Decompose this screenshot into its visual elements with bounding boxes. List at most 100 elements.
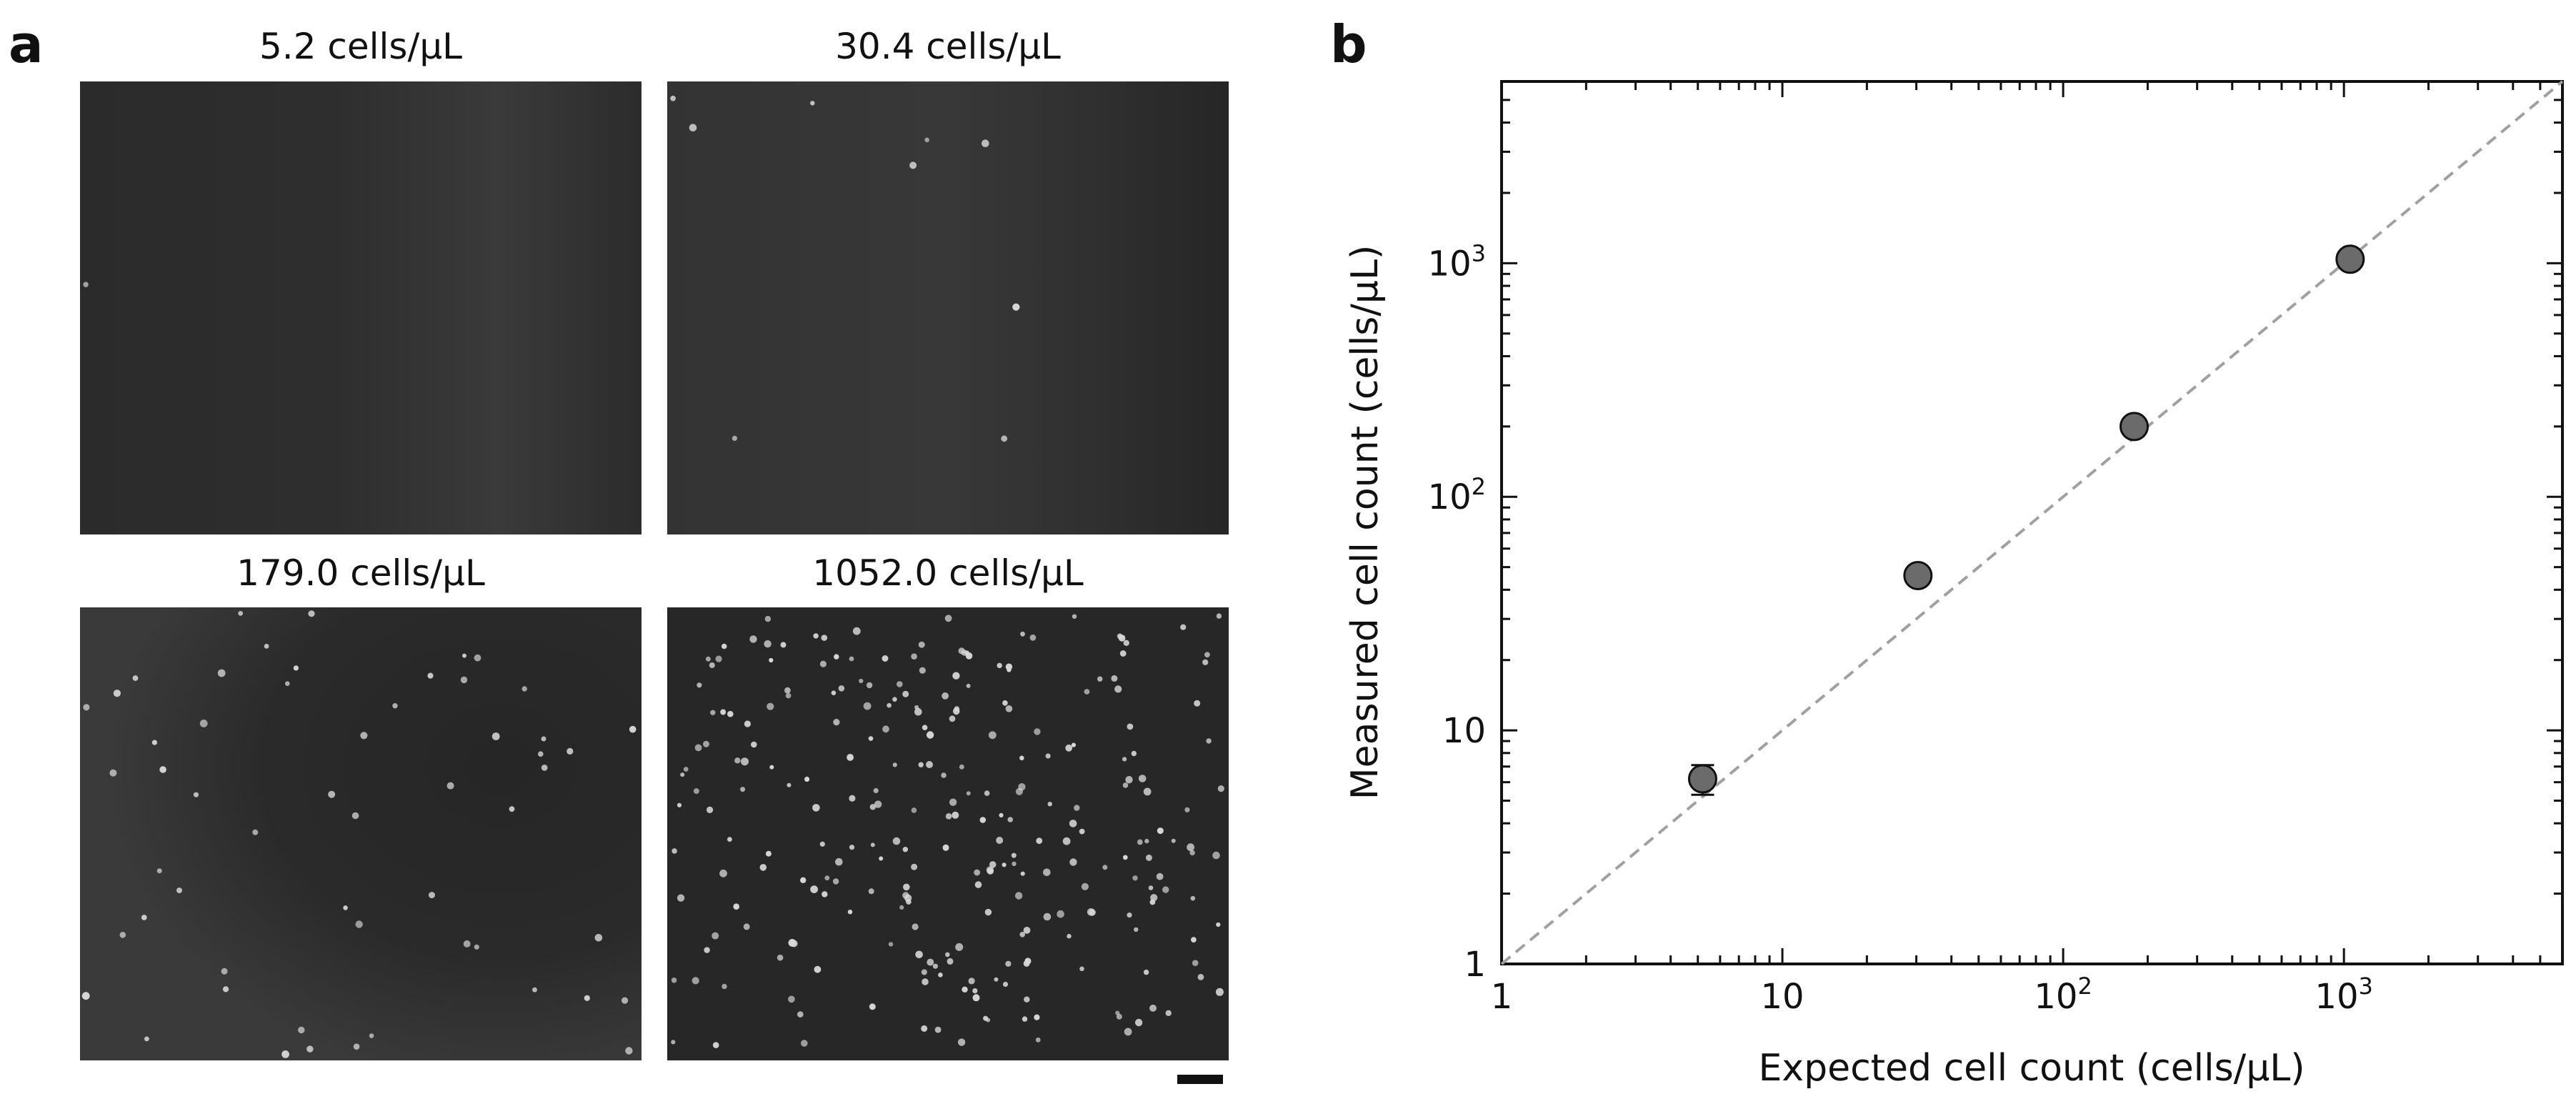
cell-spot <box>721 643 727 650</box>
cell-spot <box>1015 787 1023 795</box>
cell-spot <box>353 1043 360 1050</box>
cell-spot <box>308 610 315 617</box>
cell-spot <box>1157 827 1164 835</box>
cell-spot <box>914 707 922 716</box>
cell-spot <box>759 864 767 871</box>
cell-spot <box>979 817 987 823</box>
cell-spot <box>462 653 466 658</box>
cell-spot <box>965 652 973 660</box>
cell-spot <box>777 954 784 961</box>
cell-spot <box>199 720 208 727</box>
image-title-1: 5.2 cells/μL <box>259 26 462 67</box>
cell-spot <box>892 837 901 845</box>
cell-spot <box>790 940 798 948</box>
cell-spot <box>671 1040 676 1045</box>
cell-spot <box>1012 303 1020 311</box>
cell-spot <box>915 950 923 959</box>
cell-spot <box>683 767 689 772</box>
cell-spot <box>924 137 929 143</box>
cell-spot <box>942 692 949 700</box>
cell-spot <box>911 807 917 813</box>
cell-spot <box>1217 785 1224 792</box>
cell-spot <box>849 845 855 850</box>
cell-spot <box>710 710 716 715</box>
cell-spot <box>740 787 746 792</box>
cell-spot <box>1190 895 1196 901</box>
cell-spot <box>863 702 872 710</box>
cell-spot <box>784 687 791 694</box>
cell-spot <box>987 867 994 875</box>
cell-spot <box>1148 885 1154 890</box>
cell-spot <box>1001 435 1008 442</box>
cell-spot <box>952 707 960 715</box>
cell-spot <box>962 986 968 993</box>
cell-spot <box>911 863 918 870</box>
cell-spot <box>132 675 139 681</box>
cell-spot <box>959 764 964 770</box>
x-tick-labels: 1 10 102 103 <box>1491 973 2373 1017</box>
cell-spot <box>704 947 710 953</box>
cell-spot <box>918 762 924 767</box>
cell-spot <box>831 690 837 695</box>
cell-spot <box>285 681 290 686</box>
cell-spot <box>897 681 903 687</box>
cell-spot <box>720 709 727 715</box>
cell-spot <box>947 958 954 965</box>
data-point-2 <box>2119 412 2149 442</box>
cell-spot <box>1069 820 1077 827</box>
cell-spot <box>955 943 964 951</box>
cell-spot <box>1019 932 1025 938</box>
cell-spot <box>909 161 917 169</box>
cell-spot <box>719 869 727 877</box>
cell-spot <box>918 641 925 648</box>
cell-spot <box>982 139 989 147</box>
panel-a-letter: a <box>9 14 44 74</box>
cell-spot <box>832 878 839 885</box>
cell-spot <box>847 910 853 915</box>
cell-spot <box>306 1045 314 1053</box>
cell-spot <box>767 702 774 710</box>
cell-spot <box>743 923 750 930</box>
y-tick-labels: 1 10 102 103 <box>1428 239 1486 985</box>
cell-spot <box>1191 937 1197 943</box>
micrograph-2 <box>667 81 1229 534</box>
cell-spot <box>926 731 934 739</box>
axis-ticks <box>1500 80 2564 965</box>
cell-spot <box>151 740 157 745</box>
cell-spot <box>868 888 874 895</box>
cell-spot <box>892 762 897 767</box>
cell-spot <box>1024 958 1032 965</box>
x-tick-label-3: 103 <box>2315 973 2372 1017</box>
cell-spot <box>703 740 709 747</box>
cell-spot <box>1127 723 1134 730</box>
cell-spot <box>972 994 980 1002</box>
cell-spot <box>281 1050 289 1058</box>
cell-spot <box>999 812 1004 817</box>
cell-spot <box>141 915 147 920</box>
cell-spot <box>238 611 244 616</box>
cell-spot <box>1043 868 1051 877</box>
cell-spot <box>769 657 774 663</box>
data-points <box>1687 244 2365 794</box>
cell-spot <box>765 850 772 857</box>
cell-spot <box>911 653 917 660</box>
cell-spot <box>1005 705 1013 712</box>
cell-spot <box>1149 1004 1157 1012</box>
data-point-0 <box>1687 764 1717 794</box>
cell-spot <box>1036 837 1043 845</box>
cell-spot <box>83 282 89 288</box>
cell-spot <box>921 969 927 975</box>
cell-spot <box>952 672 960 680</box>
cell-spot <box>1131 750 1137 757</box>
cell-spot <box>176 887 182 894</box>
cell-spot <box>882 725 889 733</box>
cell-spot <box>1127 912 1132 918</box>
cell-spot <box>945 952 950 958</box>
cell-spot <box>81 992 90 1000</box>
cell-spot <box>1216 613 1222 619</box>
cell-spot <box>1011 852 1017 858</box>
cell-spot <box>532 987 537 993</box>
cell-spot <box>1097 676 1103 682</box>
cell-spot <box>1115 1010 1120 1015</box>
cell-spot <box>1194 700 1201 707</box>
